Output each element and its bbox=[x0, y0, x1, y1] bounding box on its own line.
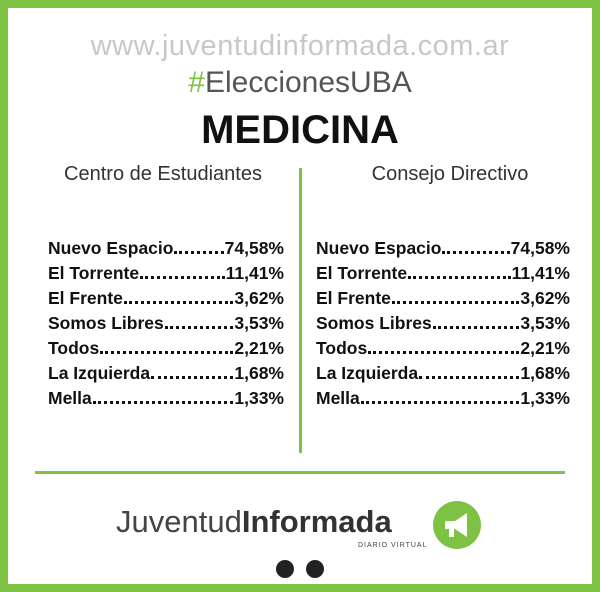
result-row: Todos 2,21% bbox=[316, 336, 570, 361]
party-name: Nuevo Espacio bbox=[316, 238, 442, 258]
result-row: Mella 1,33% bbox=[316, 386, 570, 411]
party-name: El Frente bbox=[48, 288, 123, 308]
party-name: Somos Libres bbox=[48, 313, 164, 333]
divider bbox=[35, 471, 565, 474]
party-percent: 1,33% bbox=[234, 388, 284, 408]
party-percent: 11,41% bbox=[511, 263, 570, 283]
leader-dots bbox=[151, 376, 234, 379]
result-row: Somos Libres 3,53% bbox=[48, 311, 284, 336]
party-name: Somos Libres bbox=[316, 313, 432, 333]
title: MEDICINA bbox=[201, 108, 399, 152]
result-row: Nuevo Espacio 74,58% bbox=[316, 236, 570, 261]
party-percent: 2,21% bbox=[520, 338, 570, 358]
party-name: El Torrente bbox=[48, 263, 140, 283]
result-row: Nuevo Espacio 74,58% bbox=[48, 236, 284, 261]
party-percent: 3,53% bbox=[520, 313, 570, 333]
leader-dots bbox=[164, 326, 234, 329]
result-row: Somos Libres 3,53% bbox=[316, 311, 570, 336]
instagram-icon[interactable] bbox=[306, 560, 324, 578]
hashtag: #EleccionesUBA bbox=[8, 66, 592, 100]
leader-dots bbox=[140, 276, 225, 279]
twitter-icon[interactable] bbox=[276, 560, 294, 578]
result-row: La Izquierda 1,68% bbox=[316, 361, 570, 386]
column-heading: Centro de Estudiantes bbox=[64, 163, 262, 185]
leader-dots bbox=[391, 301, 520, 304]
party-percent: 74,58% bbox=[224, 238, 284, 258]
party-percent: 1,33% bbox=[520, 388, 570, 408]
result-row: El Torrente 11,41% bbox=[48, 261, 284, 286]
party-percent: 3,62% bbox=[520, 288, 570, 308]
party-name: Todos bbox=[48, 338, 100, 358]
leader-dots bbox=[100, 351, 234, 354]
brand-tagline: DIARIO VIRTUAL bbox=[358, 542, 428, 549]
party-percent: 1,68% bbox=[234, 363, 284, 383]
leader-dots bbox=[123, 301, 234, 304]
leader-dots bbox=[368, 351, 520, 354]
divider bbox=[299, 168, 302, 453]
result-row: La Izquierda 1,68% bbox=[48, 361, 284, 386]
column-heading: Consejo Directivo bbox=[371, 163, 529, 185]
leader-dots bbox=[174, 251, 224, 254]
party-name: Todos bbox=[316, 338, 368, 358]
leader-dots bbox=[432, 326, 520, 329]
logo bbox=[433, 501, 481, 549]
leader-dots bbox=[442, 251, 510, 254]
leader-dots bbox=[360, 401, 520, 404]
brand-bold: Informada bbox=[241, 504, 392, 539]
result-row: Mella 1,33% bbox=[48, 386, 284, 411]
party-percent: 11,41% bbox=[225, 263, 284, 283]
result-row: El Frente 3,62% bbox=[48, 286, 284, 311]
party-name: Mella bbox=[316, 388, 360, 408]
hashtag-text: EleccionesUBA bbox=[204, 66, 412, 99]
party-name: El Torrente bbox=[316, 263, 408, 283]
megaphone bbox=[445, 513, 467, 537]
brand: JuventudInformada bbox=[116, 504, 392, 540]
results-list: Nuevo Espacio 74,58% El Torrente 11,41% El F… bbox=[316, 236, 570, 411]
result-row: El Frente 3,62% bbox=[316, 286, 570, 311]
leader-dots bbox=[408, 276, 511, 279]
result-row: Todos 2,21% bbox=[48, 336, 284, 361]
result-row: El Torrente 11,41% bbox=[316, 261, 570, 286]
party-percent: 2,21% bbox=[234, 338, 284, 358]
party-percent: 3,62% bbox=[234, 288, 284, 308]
party-percent: 3,53% bbox=[234, 313, 284, 333]
site-url: www.juventudinformada.com.ar bbox=[90, 30, 510, 62]
party-percent: 74,58% bbox=[510, 238, 570, 258]
party-name: El Frente bbox=[316, 288, 391, 308]
party-name: La Izquierda bbox=[316, 363, 419, 383]
party-percent: 1,68% bbox=[520, 363, 570, 383]
hashtag-symbol: # bbox=[188, 66, 205, 99]
party-name: La Izquierda bbox=[48, 363, 151, 383]
party-name: Nuevo Espacio bbox=[48, 238, 174, 258]
party-name: Mella bbox=[48, 388, 92, 408]
leader-dots bbox=[92, 401, 234, 404]
leader-dots bbox=[419, 376, 520, 379]
brand-light: Juventud bbox=[116, 504, 242, 539]
results-list: Nuevo Espacio 74,58% El Torrente 11,41% El F… bbox=[48, 236, 284, 411]
